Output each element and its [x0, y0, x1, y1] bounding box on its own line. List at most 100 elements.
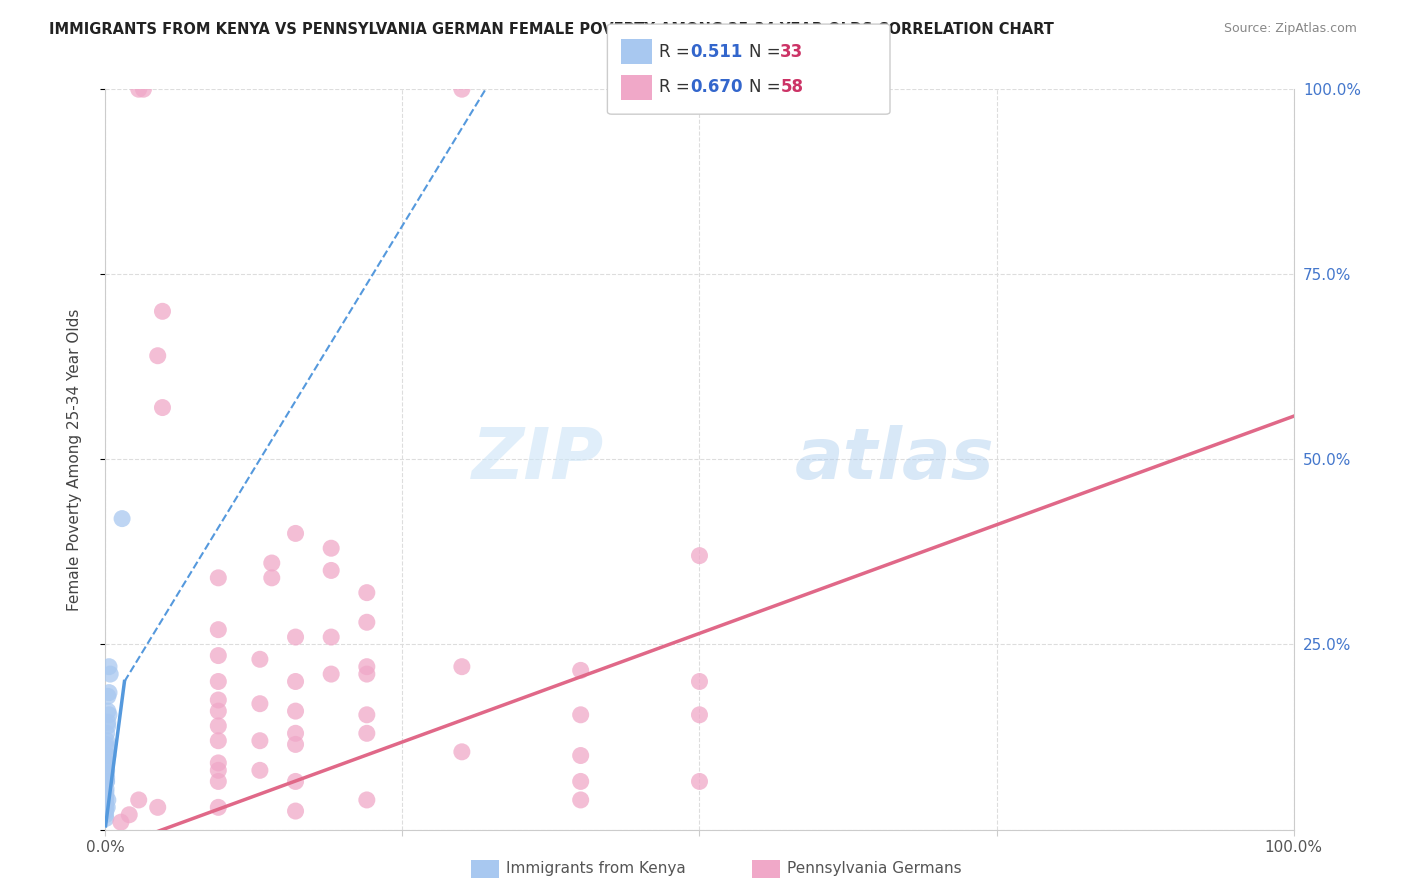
- Point: [128, 82, 150, 96]
- Point: [207, 764, 229, 778]
- Point: [450, 659, 472, 673]
- Point: [569, 664, 592, 678]
- Point: [207, 674, 229, 689]
- Text: Pennsylvania Germans: Pennsylvania Germans: [787, 862, 962, 876]
- Point: [207, 774, 229, 789]
- Point: [96, 756, 118, 770]
- Point: [284, 774, 307, 789]
- Point: [249, 697, 271, 711]
- Point: [207, 648, 229, 663]
- Point: [94, 789, 117, 804]
- Point: [450, 82, 472, 96]
- Point: [356, 585, 378, 599]
- Text: 0.511: 0.511: [690, 43, 742, 61]
- Point: [94, 781, 117, 796]
- Point: [94, 797, 117, 811]
- Point: [96, 800, 118, 814]
- Point: [94, 804, 117, 818]
- Point: [689, 674, 711, 689]
- Text: R =: R =: [659, 78, 696, 96]
- Point: [284, 804, 307, 818]
- Point: [284, 630, 307, 644]
- Point: [569, 793, 592, 807]
- Point: [207, 693, 229, 707]
- Point: [118, 807, 141, 822]
- Point: [94, 812, 117, 826]
- Point: [146, 800, 169, 814]
- Point: [94, 756, 117, 770]
- Point: [96, 741, 118, 756]
- Point: [111, 511, 134, 525]
- Point: [94, 738, 117, 752]
- Point: [96, 733, 118, 747]
- Point: [207, 571, 229, 585]
- Point: [284, 726, 307, 740]
- Point: [94, 807, 117, 822]
- Point: [152, 304, 174, 318]
- Point: [689, 549, 711, 563]
- Point: [96, 767, 118, 781]
- Point: [321, 541, 343, 556]
- Point: [94, 786, 117, 800]
- Text: N =: N =: [749, 43, 786, 61]
- Point: [94, 800, 117, 814]
- Point: [98, 685, 121, 699]
- Point: [569, 707, 592, 722]
- Point: [98, 667, 121, 681]
- Point: [207, 733, 229, 747]
- Point: [356, 659, 378, 673]
- Text: Immigrants from Kenya: Immigrants from Kenya: [506, 862, 686, 876]
- Text: atlas: atlas: [794, 425, 994, 494]
- Text: ZIP: ZIP: [472, 425, 605, 494]
- Point: [94, 793, 117, 807]
- Text: Source: ZipAtlas.com: Source: ZipAtlas.com: [1223, 22, 1357, 36]
- Point: [97, 793, 120, 807]
- Text: 0.670: 0.670: [690, 78, 742, 96]
- Point: [321, 564, 343, 578]
- Point: [132, 82, 155, 96]
- Point: [689, 774, 711, 789]
- Point: [207, 800, 229, 814]
- Point: [569, 748, 592, 763]
- Point: [96, 726, 118, 740]
- Text: IMMIGRANTS FROM KENYA VS PENNSYLVANIA GERMAN FEMALE POVERTY AMONG 25-34 YEAR OLD: IMMIGRANTS FROM KENYA VS PENNSYLVANIA GE…: [49, 22, 1054, 37]
- Point: [356, 726, 378, 740]
- Point: [96, 748, 118, 763]
- Point: [260, 571, 283, 585]
- Point: [356, 615, 378, 630]
- Text: 58: 58: [780, 78, 803, 96]
- Point: [97, 715, 120, 730]
- Point: [356, 667, 378, 681]
- Point: [321, 630, 343, 644]
- Point: [207, 756, 229, 770]
- Point: [260, 556, 283, 570]
- Point: [321, 667, 343, 681]
- Point: [96, 764, 118, 778]
- Text: 33: 33: [780, 43, 804, 61]
- Point: [249, 652, 271, 666]
- Point: [207, 704, 229, 718]
- Point: [569, 774, 592, 789]
- Point: [97, 719, 120, 733]
- Point: [146, 349, 169, 363]
- Point: [207, 719, 229, 733]
- Point: [152, 401, 174, 415]
- Point: [284, 738, 307, 752]
- Text: R =: R =: [659, 43, 696, 61]
- Point: [284, 526, 307, 541]
- Point: [284, 674, 307, 689]
- Y-axis label: Female Poverty Among 25-34 Year Olds: Female Poverty Among 25-34 Year Olds: [67, 309, 82, 610]
- Point: [97, 704, 120, 718]
- Point: [689, 707, 711, 722]
- Point: [249, 764, 271, 778]
- Point: [450, 745, 472, 759]
- Point: [356, 707, 378, 722]
- Point: [128, 793, 150, 807]
- Point: [249, 733, 271, 747]
- Point: [207, 623, 229, 637]
- Point: [96, 771, 118, 785]
- Point: [98, 707, 121, 722]
- Point: [96, 774, 118, 789]
- Point: [97, 748, 120, 763]
- Point: [110, 815, 132, 830]
